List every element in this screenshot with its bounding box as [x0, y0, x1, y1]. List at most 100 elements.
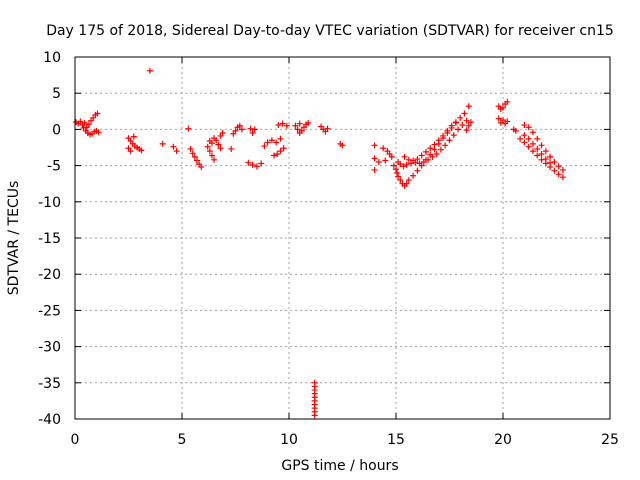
data-point	[410, 157, 417, 164]
y-tick-label: -25	[38, 303, 61, 319]
y-tick-label: 5	[52, 86, 61, 102]
data-point	[551, 167, 558, 174]
data-point	[463, 117, 470, 124]
data-point	[465, 103, 472, 110]
data-point	[189, 150, 196, 157]
data-point	[431, 146, 438, 153]
data-point	[173, 148, 180, 155]
data-point	[442, 142, 449, 149]
data-point	[538, 151, 545, 158]
data-point	[77, 118, 84, 125]
data-point	[422, 148, 429, 155]
data-point	[401, 153, 408, 160]
data-point	[414, 156, 421, 163]
data-point	[393, 166, 399, 173]
data-point	[245, 159, 252, 166]
data-point	[271, 152, 278, 159]
data-point	[405, 177, 412, 184]
data-point	[525, 143, 532, 150]
data-point	[275, 122, 282, 129]
data-point	[274, 151, 281, 158]
data-point	[232, 127, 239, 134]
grid	[75, 57, 610, 419]
data-point	[405, 156, 412, 163]
data-point	[371, 142, 378, 149]
data-point	[529, 129, 536, 136]
data-point	[397, 161, 404, 168]
data-point	[268, 137, 275, 144]
data-point	[380, 145, 387, 152]
data-point	[465, 122, 472, 129]
data-point	[138, 147, 145, 154]
data-point	[249, 161, 256, 168]
data-point	[211, 156, 218, 163]
data-point	[521, 122, 528, 129]
data-point	[403, 161, 410, 168]
data-point	[433, 151, 440, 158]
y-tick-label: 0	[52, 122, 61, 138]
data-point	[517, 135, 524, 142]
data-point	[437, 146, 444, 153]
chart-title: Day 175 of 2018, Sidereal Day-to-day VTE…	[46, 23, 614, 39]
data-point	[382, 157, 389, 164]
y-tick-label: -5	[47, 159, 61, 175]
x-tick-labels: 0 5 10 15 20 25	[71, 432, 619, 448]
data-point	[294, 126, 301, 133]
data-point	[375, 158, 382, 165]
data-point	[94, 110, 101, 117]
data-point	[247, 125, 254, 132]
y-tick-label: -35	[38, 376, 61, 392]
x-tick-label: 10	[280, 432, 298, 448]
x-axis-label: GPS time / hours	[281, 458, 398, 474]
data-point	[251, 126, 258, 133]
x-tick-label: 20	[494, 432, 512, 448]
data-point	[127, 148, 134, 155]
data-point	[305, 119, 312, 126]
data-point	[504, 118, 511, 125]
data-point	[440, 132, 447, 139]
data-point	[429, 153, 436, 160]
data-point	[170, 143, 177, 150]
data-point	[542, 148, 549, 155]
data-point	[427, 145, 434, 152]
data-point	[457, 114, 464, 121]
data-point	[191, 153, 198, 160]
data-points	[73, 67, 566, 419]
data-point	[324, 125, 331, 132]
y-tick-label: -15	[38, 231, 61, 247]
data-point	[410, 172, 417, 179]
data-point	[534, 145, 541, 152]
data-point	[529, 148, 536, 155]
y-tick-label: 10	[43, 50, 61, 66]
data-point	[388, 153, 395, 160]
data-point	[159, 140, 166, 147]
data-point	[525, 135, 532, 142]
data-point	[425, 156, 432, 163]
data-point	[403, 180, 410, 187]
data-point	[431, 141, 438, 148]
data-point	[298, 127, 305, 134]
data-point	[215, 141, 222, 148]
data-point	[371, 166, 378, 173]
data-point	[555, 163, 562, 170]
data-point	[547, 153, 554, 160]
data-point	[277, 148, 284, 155]
y-axis-label: SDTVAR / TECUs	[6, 181, 22, 296]
data-point	[547, 159, 554, 166]
data-point	[467, 119, 474, 126]
data-point	[130, 133, 137, 140]
data-point	[400, 163, 407, 170]
x-tick-label: 15	[387, 432, 405, 448]
data-point	[208, 140, 215, 147]
data-point	[213, 137, 220, 144]
data-point	[559, 166, 566, 173]
data-point	[296, 120, 303, 127]
data-point	[416, 160, 423, 167]
data-point	[253, 163, 260, 170]
data-point	[534, 135, 541, 142]
data-point	[81, 119, 88, 126]
data-point	[283, 122, 290, 129]
x-tick-label: 25	[601, 432, 619, 448]
